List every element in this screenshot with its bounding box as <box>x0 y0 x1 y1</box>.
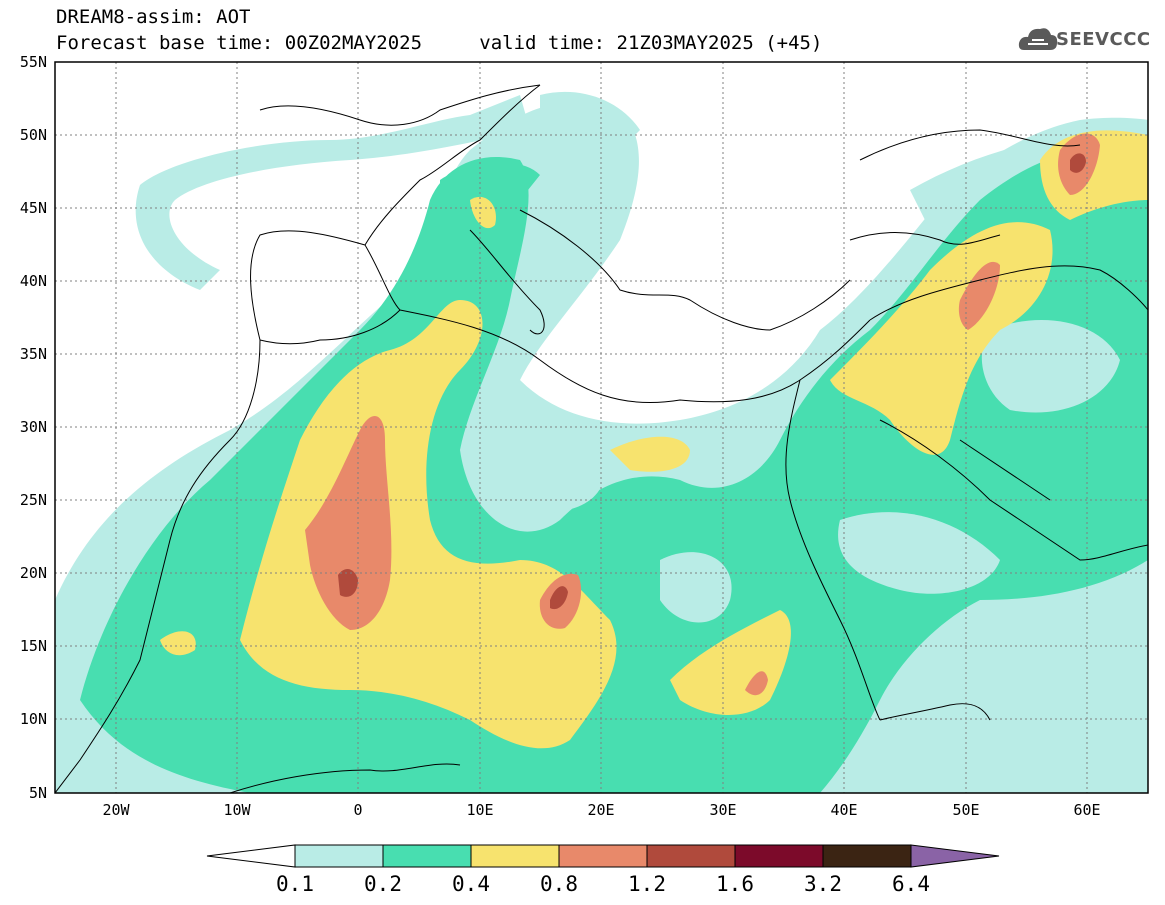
lon-label: 50E <box>952 801 979 819</box>
gridlines <box>55 62 1148 793</box>
colorbar-level-label: 0.2 <box>364 872 402 896</box>
colorbar-level-label: 1.2 <box>628 872 666 896</box>
logo-text: SEEVCCC <box>1056 29 1151 50</box>
lon-label: 30E <box>709 801 736 819</box>
colorbar-swatch <box>822 844 912 868</box>
colorbar-swatch <box>382 844 472 868</box>
lat-label: 10N <box>20 710 47 728</box>
lon-label: 20E <box>587 801 614 819</box>
cloud-icon <box>1018 28 1058 50</box>
colorbar-level-label: 1.6 <box>716 872 754 896</box>
lat-label: 45N <box>20 199 47 217</box>
lon-label: 60E <box>1073 801 1100 819</box>
colorbar-swatch <box>646 844 736 868</box>
aot-level-0.1-patches <box>467 320 1120 623</box>
forecast-times: Forecast base time: 00Z02MAY2025 valid t… <box>56 32 822 54</box>
lat-label: 30N <box>20 418 47 436</box>
aot-level-0.8 <box>305 133 1100 696</box>
colorbar-level-label: 3.2 <box>804 872 842 896</box>
lon-labels: 20W 10W 0 10E 20E 30E 40E 50E 60E <box>102 801 1100 819</box>
colorbar-extend-high <box>910 844 1000 868</box>
colorbar-swatch <box>470 844 560 868</box>
lat-label: 5N <box>29 784 47 802</box>
colorbar-level-label: 0.4 <box>452 872 490 896</box>
lat-label: 15N <box>20 637 47 655</box>
lat-label: 40N <box>20 272 47 290</box>
lon-label: 10W <box>223 801 251 819</box>
lon-label: 10E <box>466 801 493 819</box>
lat-label: 25N <box>20 491 47 509</box>
lon-label: 20W <box>102 801 130 819</box>
colorbar-level-label: 6.4 <box>892 872 930 896</box>
colorbar-swatch <box>558 844 648 868</box>
colorbar-level-label: 0.1 <box>276 872 314 896</box>
colorbar-swatch <box>734 844 824 868</box>
colorbar-level-label: 0.8 <box>540 872 578 896</box>
lat-label: 55N <box>20 53 47 71</box>
lat-label: 50N <box>20 126 47 144</box>
aot-level-1.2 <box>338 153 1086 610</box>
base-time: Forecast base time: 00Z02MAY2025 <box>56 32 423 54</box>
lon-label: 40E <box>830 801 857 819</box>
coastlines <box>55 84 1148 793</box>
lat-label: 35N <box>20 345 47 363</box>
lon-label: 0 <box>353 801 362 819</box>
colorbar-extend-low <box>206 844 296 868</box>
colorbar <box>206 844 1000 868</box>
lat-label: 20N <box>20 564 47 582</box>
lat-labels: 55N 50N 45N 40N 35N 30N 25N 20N 15N 10N … <box>20 53 47 802</box>
colorbar-swatch <box>294 844 384 868</box>
valid-time: valid time: 21Z03MAY2025 (+45) <box>479 32 823 54</box>
map-title: DREAM8-assim: AOT <box>56 6 251 28</box>
map-frame <box>54 61 1149 794</box>
